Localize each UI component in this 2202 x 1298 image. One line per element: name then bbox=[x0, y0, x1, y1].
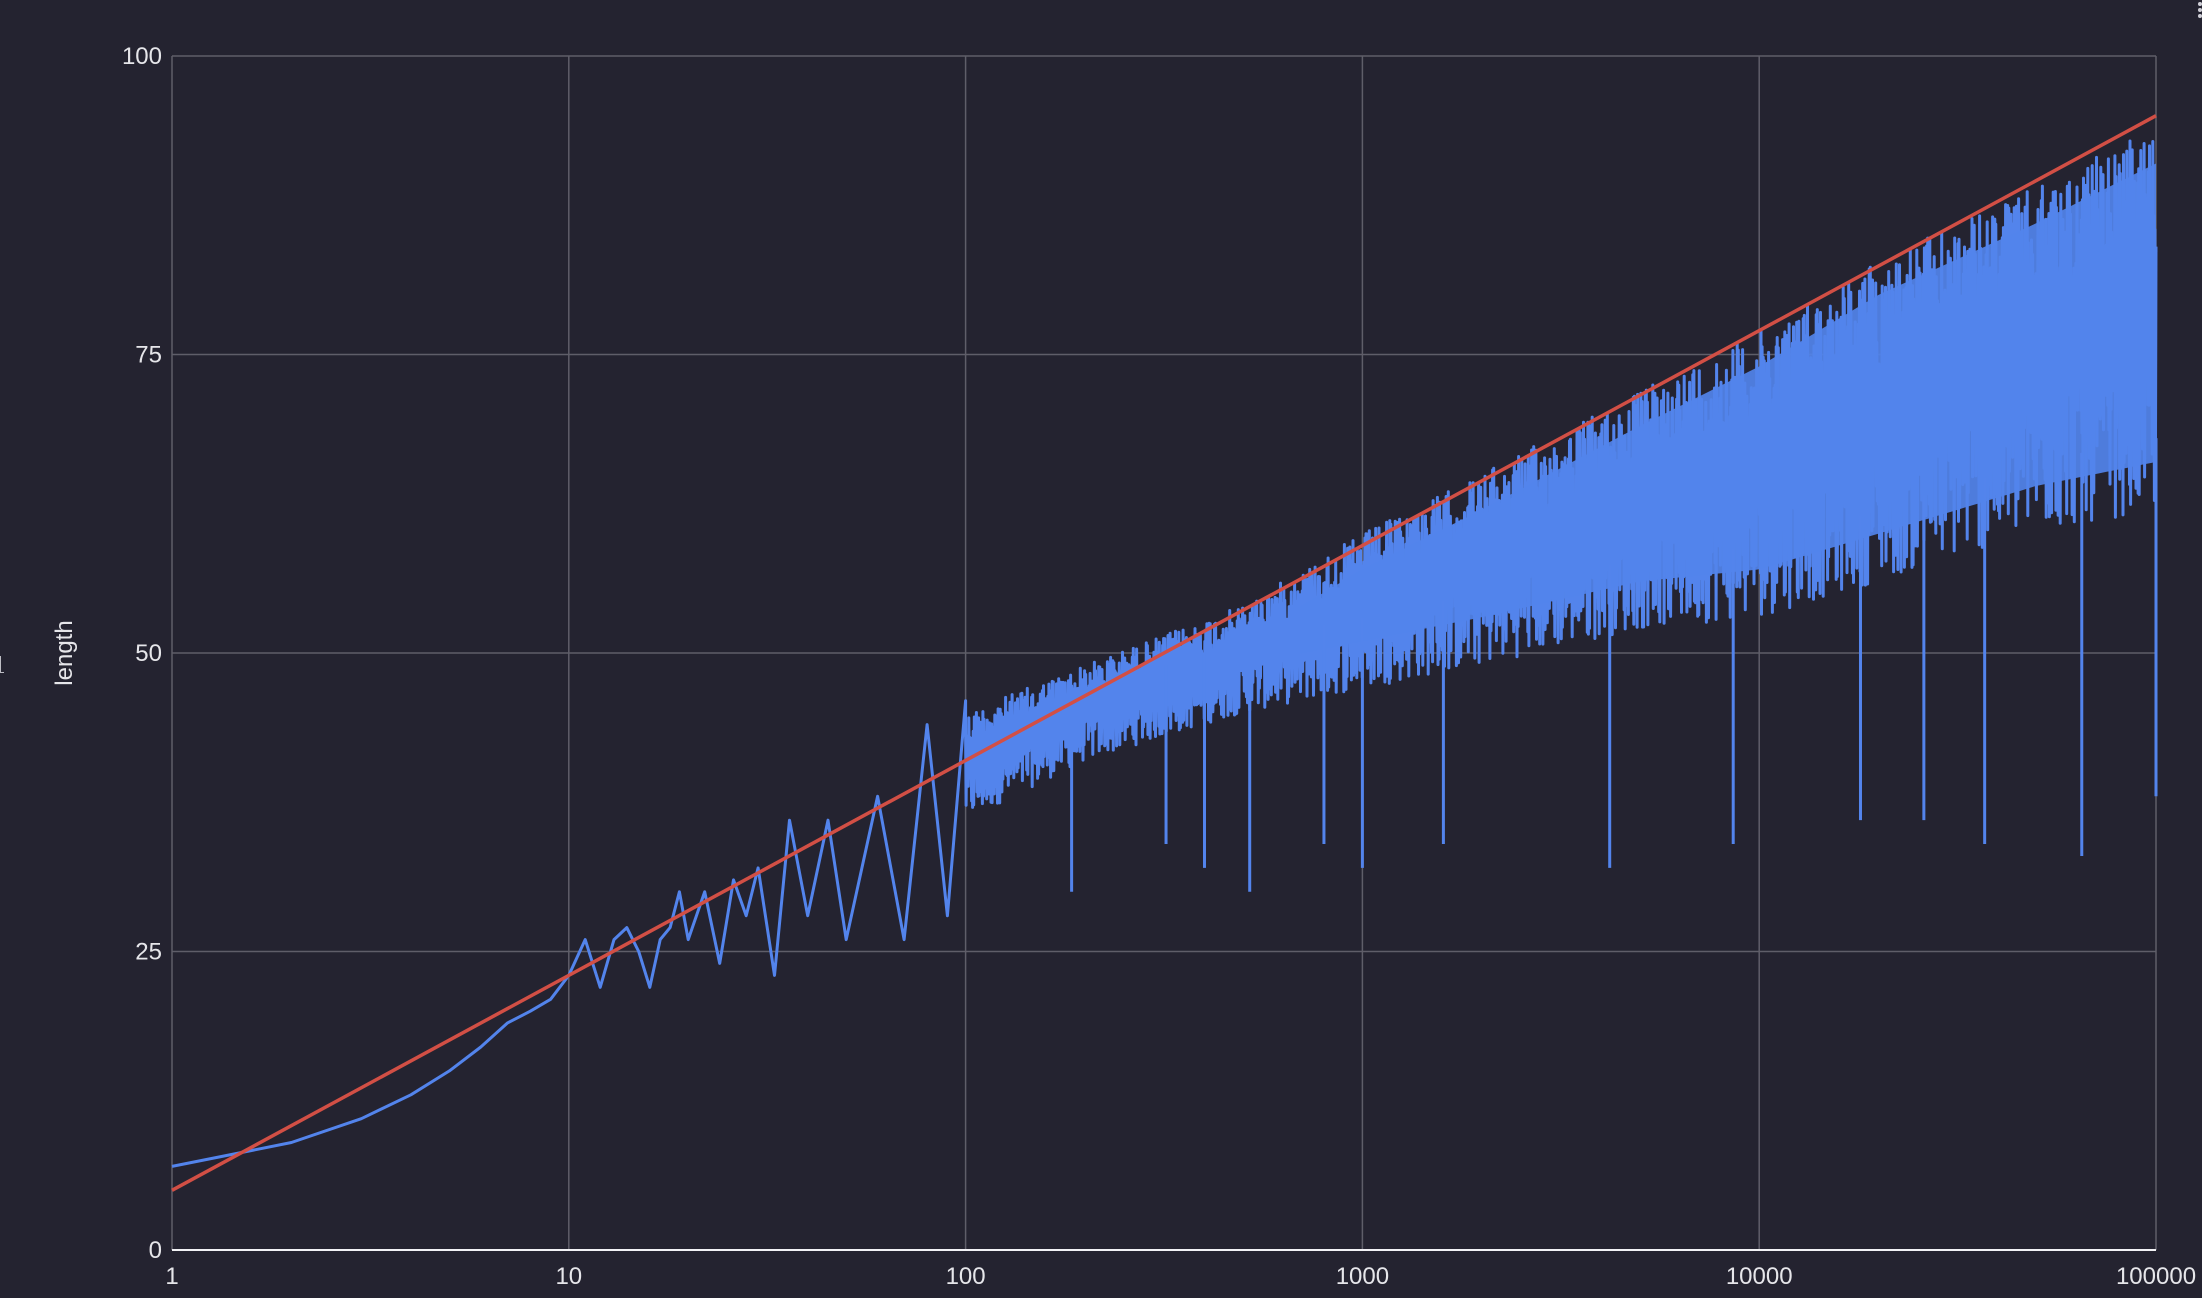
y-tick-label: 75 bbox=[135, 342, 162, 369]
series-length-band bbox=[1300, 163, 2156, 654]
y-tick-label: 25 bbox=[135, 939, 162, 966]
series-trend-line bbox=[171, 114, 2157, 1192]
menu-dots-icon[interactable] bbox=[2196, 0, 2202, 20]
y-tick-label: 100 bbox=[122, 43, 162, 70]
y-tick-label: 0 bbox=[149, 1237, 162, 1264]
tick-labels: 1 10 100 1000 10000 100000 0 25 50 75 100 bbox=[122, 43, 2196, 1290]
y-tick-label: 50 bbox=[135, 640, 162, 667]
x-tick-label: 1000 bbox=[1336, 1263, 1389, 1290]
resize-handle-icon bbox=[0, 656, 4, 673]
series-layer bbox=[171, 114, 2158, 1192]
x-tick-label: 1 bbox=[165, 1263, 178, 1290]
x-tick-label: 100000 bbox=[2116, 1263, 2196, 1290]
y-axis-title: length bbox=[51, 620, 78, 685]
x-tick-label: 10000 bbox=[1726, 1263, 1793, 1290]
x-tick-label: 10 bbox=[555, 1263, 582, 1290]
x-tick-label: 100 bbox=[946, 1263, 986, 1290]
